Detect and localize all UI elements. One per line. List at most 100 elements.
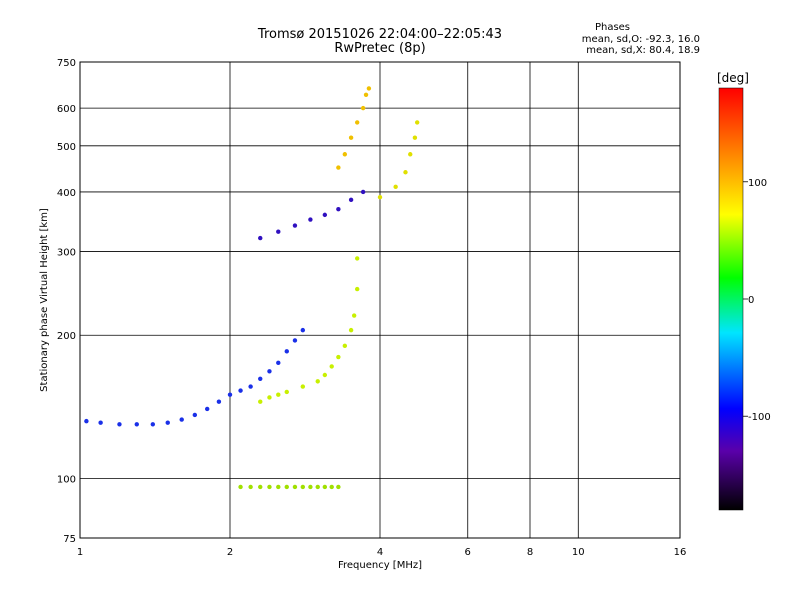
y-tick-label: 600 [57, 104, 76, 115]
y-tick-label: 300 [57, 247, 76, 258]
y-tick-label: 750 [57, 58, 76, 69]
grid-lines [80, 62, 680, 538]
data-point [216, 399, 222, 404]
data-point [322, 212, 328, 218]
data-point [276, 392, 281, 397]
data-point [342, 343, 348, 349]
data-point [267, 395, 272, 400]
data-points [84, 86, 420, 490]
phase-heading: Phases [594, 22, 631, 33]
data-point [342, 152, 348, 157]
x-tick-label: 6 [465, 547, 471, 558]
data-point [351, 313, 357, 318]
data-point [292, 484, 298, 490]
data-point [315, 484, 320, 490]
data-point [322, 484, 328, 490]
colorbar-tick-label: -100 [748, 412, 771, 423]
data-point [336, 484, 341, 490]
data-point [354, 256, 360, 261]
x-tick-label: 16 [674, 547, 687, 558]
data-point [354, 286, 360, 292]
data-point [336, 354, 341, 360]
data-point [258, 399, 263, 404]
x-tick-label: 2 [227, 547, 233, 558]
data-point [393, 184, 398, 190]
x-tick-label: 1 [77, 547, 83, 558]
data-point [84, 418, 89, 424]
y-axis-ticks: 75 100 200 300 400 500 600 750 [57, 58, 76, 545]
data-point [348, 135, 354, 140]
data-point [267, 484, 272, 490]
data-point [134, 422, 139, 427]
colorbar-tick-label: 0 [748, 295, 754, 306]
x-axis-label: Frequency [MHz] [338, 560, 422, 571]
data-point [308, 484, 313, 490]
data-point [363, 92, 369, 97]
data-point [267, 369, 272, 374]
data-point [248, 384, 253, 389]
data-point [284, 389, 289, 395]
y-tick-label: 100 [57, 475, 76, 486]
data-point [276, 484, 281, 490]
data-point [248, 484, 253, 490]
data-point [329, 364, 334, 369]
x-tick-label: 10 [572, 547, 585, 558]
data-point [276, 360, 281, 366]
data-point [284, 349, 289, 354]
data-point [117, 422, 122, 427]
data-point [192, 412, 198, 418]
data-point [377, 194, 383, 200]
data-point [284, 484, 289, 490]
chart-subtitle: RwPretec (8p) [334, 41, 426, 56]
plot-frame [79, 61, 681, 539]
data-point [258, 484, 263, 490]
y-tick-label: 500 [57, 142, 76, 153]
data-point [276, 229, 281, 234]
y-axis-label: Stationary phase Virtual Height [km] [39, 208, 50, 392]
y-tick-label: 200 [57, 331, 76, 342]
data-point [204, 406, 210, 412]
data-point [292, 223, 298, 228]
data-point [258, 235, 263, 241]
data-point [300, 327, 306, 333]
data-point [329, 484, 334, 490]
data-point [238, 388, 243, 393]
colorbar-ticks: 100 0 -100 [743, 178, 771, 423]
data-point [300, 484, 306, 490]
x-axis-ticks: 1 2 4 6 8 10 16 [77, 547, 687, 558]
data-point [165, 420, 170, 425]
y-tick-label: 400 [57, 188, 76, 199]
colorbar [718, 87, 744, 511]
data-point [150, 422, 156, 427]
data-point [414, 120, 420, 125]
data-point [227, 392, 233, 397]
data-point [408, 152, 413, 157]
data-point [360, 105, 366, 111]
data-point [315, 379, 320, 384]
phase-stats-o: mean, sd,O: -92.3, 16.0 [581, 34, 700, 45]
phase-stats-x: mean, sd,X: 80.4, 18.9 [586, 45, 700, 56]
data-point [322, 372, 328, 378]
data-point [258, 376, 263, 381]
data-point [292, 338, 298, 343]
data-point [336, 165, 341, 170]
data-point [354, 120, 360, 125]
x-tick-label: 8 [527, 547, 533, 558]
data-point [98, 420, 103, 425]
chart-title: Tromsø 20151026 22:04:00–22:05:43 [257, 27, 503, 42]
data-point [360, 189, 366, 195]
data-point [179, 417, 184, 422]
data-point [238, 484, 243, 490]
data-point [403, 170, 408, 175]
data-point [412, 135, 418, 140]
colorbar-label: [deg] [717, 71, 749, 85]
data-point [300, 384, 306, 389]
x-tick-label: 4 [377, 547, 383, 558]
data-point [308, 217, 313, 222]
y-tick-label: 75 [63, 534, 76, 545]
data-point [366, 86, 372, 91]
data-point [336, 206, 341, 212]
colorbar-tick-label: 100 [748, 178, 767, 189]
data-point [348, 327, 354, 333]
